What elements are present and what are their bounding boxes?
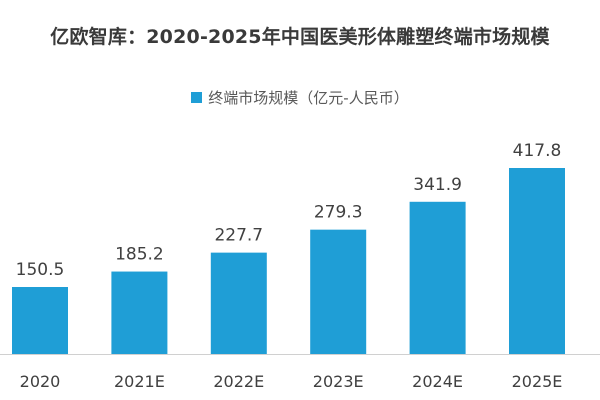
chart-title: 亿欧智库：2020-2025年中国医美形体雕塑终端市场规模 [50,26,550,48]
data-label-2022e: 227.7 [214,226,263,246]
bar-2022e [210,252,267,354]
bar-2021e [111,271,168,354]
bar-2020 [12,286,68,354]
legend-swatch [191,92,203,103]
data-label-2020: 150.5 [16,260,65,280]
data-label-2024e: 341.9 [413,175,462,195]
data-label-2025e: 417.8 [513,141,562,161]
x-tick-label-2022e: 2022E [213,372,264,391]
x-tick-label-2023e: 2023E [313,372,364,391]
bar-2025e [509,168,565,354]
x-tick-label-2021e: 2021E [114,372,165,391]
x-tick-label-2025e: 2025E [512,372,563,391]
data-label-2023e: 279.3 [314,203,363,223]
x-tick-label-2024e: 2024E [412,372,463,391]
bar-2023e [310,229,367,354]
bar-2024e [409,201,466,354]
data-label-2021e: 185.2 [115,245,164,265]
legend: 终端市场规模（亿元-人民币） [0,87,600,108]
legend-label: 终端市场规模（亿元-人民币） [208,89,409,107]
x-tick-label-2020: 2020 [20,372,61,391]
